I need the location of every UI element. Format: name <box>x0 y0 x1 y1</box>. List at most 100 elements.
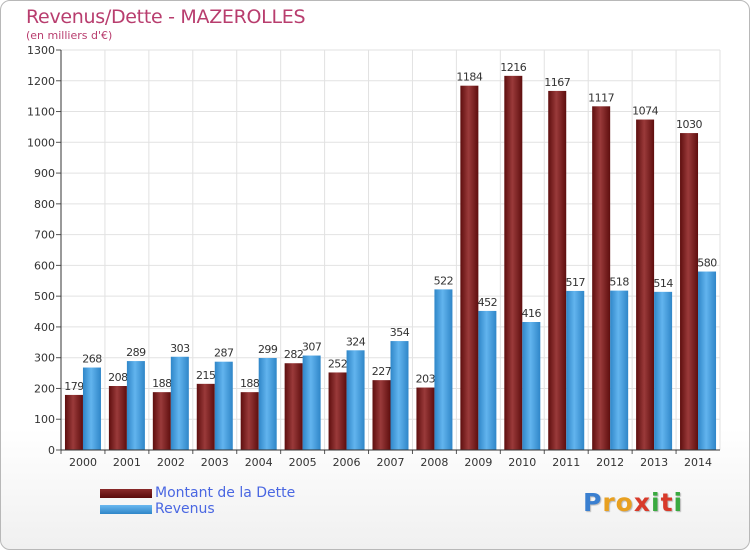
logo-letter: o <box>615 488 634 517</box>
bar-dette <box>240 392 259 450</box>
bar-revenus <box>346 350 365 450</box>
bar-dette <box>504 75 523 450</box>
bar-dette <box>548 90 567 450</box>
y-tick-label: 1300 <box>27 44 55 57</box>
data-label-dette: 1167 <box>544 76 570 89</box>
logo-letter: t <box>660 488 674 517</box>
bar-revenus <box>258 358 277 450</box>
logo-letter: i <box>673 488 684 517</box>
x-tick-label: 2004 <box>245 456 273 469</box>
data-label-revenus: 452 <box>478 296 498 309</box>
x-tick-label: 2000 <box>69 456 97 469</box>
y-tick-label: 700 <box>34 229 55 242</box>
bar-dette <box>680 133 699 451</box>
bar-dette <box>328 372 347 450</box>
data-label-revenus: 289 <box>126 346 146 359</box>
data-label-revenus: 354 <box>390 326 410 339</box>
x-tick-label: 2014 <box>684 456 712 469</box>
bar-dette <box>372 380 391 450</box>
x-tick-label: 2001 <box>113 456 141 469</box>
data-label-revenus: 416 <box>522 307 542 320</box>
bar-dette <box>284 363 303 450</box>
bar-dette <box>592 106 611 451</box>
bar-dette <box>108 386 127 450</box>
x-tick-label: 2009 <box>464 456 492 469</box>
data-label-dette: 179 <box>64 380 84 393</box>
bar-revenus <box>654 291 673 450</box>
bar-revenus <box>434 289 453 450</box>
bar-dette <box>460 85 479 450</box>
data-label-revenus: 299 <box>258 343 278 356</box>
bar-dette <box>636 119 655 451</box>
data-label-dette: 188 <box>240 377 260 390</box>
data-label-dette: 188 <box>152 377 172 390</box>
bar-revenus <box>610 290 629 450</box>
logo-letter: i <box>651 488 661 517</box>
legend-label-dette: Montant de la Dette <box>155 485 296 501</box>
bar-revenus <box>522 322 541 450</box>
y-tick-label: 800 <box>34 198 55 211</box>
bar-revenus <box>478 310 497 450</box>
x-tick-label: 2007 <box>377 456 405 469</box>
data-label-dette: 227 <box>372 365 392 378</box>
x-tick-label: 2002 <box>157 456 185 469</box>
data-label-dette: 252 <box>328 357 348 370</box>
y-tick-label: 1000 <box>27 136 55 149</box>
x-tick-label: 2006 <box>333 456 361 469</box>
bar-revenus <box>566 290 585 450</box>
x-tick-label: 2005 <box>289 456 317 469</box>
legend-swatch-revenus <box>100 505 152 514</box>
y-tick-label: 0 <box>48 444 55 457</box>
logo-letter: r <box>602 488 616 517</box>
bar-revenus <box>82 367 101 450</box>
y-tick-label: 1100 <box>27 106 55 119</box>
logo-letter: P <box>583 488 603 517</box>
legend-label-revenus: Revenus <box>155 501 215 517</box>
bar-dette <box>64 394 83 450</box>
data-label-revenus: 580 <box>697 257 717 270</box>
x-tick-label: 2011 <box>552 456 580 469</box>
data-label-revenus: 303 <box>170 342 190 355</box>
data-label-dette: 215 <box>196 369 216 382</box>
legend-swatch-dette <box>100 489 152 498</box>
chart-title: Revenus/Dette - MAZEROLLES <box>26 6 306 28</box>
data-label-dette: 1030 <box>676 118 702 131</box>
bar-revenus <box>698 271 717 450</box>
y-tick-label: 500 <box>34 290 55 303</box>
data-label-dette: 203 <box>416 373 436 386</box>
logo-letter: x <box>633 488 651 517</box>
data-label-revenus: 522 <box>434 274 454 287</box>
bar-revenus <box>302 355 321 450</box>
x-tick-label: 2010 <box>508 456 536 469</box>
data-label-dette: 1117 <box>588 91 614 104</box>
bar-revenus <box>170 356 189 450</box>
data-label-revenus: 517 <box>565 276 585 289</box>
data-label-dette: 1216 <box>500 61 526 74</box>
bar-dette <box>416 387 435 450</box>
data-label-revenus: 514 <box>653 277 673 290</box>
bar-revenus <box>126 361 145 450</box>
y-tick-label: 100 <box>34 413 55 426</box>
data-label-revenus: 307 <box>302 341 322 354</box>
data-label-dette: 1074 <box>632 105 658 118</box>
bar-dette <box>196 383 215 450</box>
data-label-revenus: 268 <box>82 353 102 366</box>
x-tick-label: 2013 <box>640 456 668 469</box>
x-tick-label: 2008 <box>420 456 448 469</box>
data-label-dette: 208 <box>108 371 128 384</box>
data-label-revenus: 324 <box>346 335 366 348</box>
data-label-revenus: 287 <box>214 347 234 360</box>
y-tick-label: 400 <box>34 321 55 334</box>
data-label-dette: 282 <box>284 348 304 361</box>
x-tick-label: 2012 <box>596 456 624 469</box>
bar-dette <box>152 392 171 450</box>
bar-revenus <box>214 361 233 450</box>
chart-subtitle: (en milliers d'€) <box>26 29 113 42</box>
y-tick-label: 600 <box>34 259 55 272</box>
y-tick-label: 1200 <box>27 75 55 88</box>
data-label-revenus: 518 <box>609 276 629 289</box>
y-tick-label: 200 <box>34 382 55 395</box>
data-label-dette: 1184 <box>456 71 482 84</box>
x-tick-label: 2003 <box>201 456 229 469</box>
